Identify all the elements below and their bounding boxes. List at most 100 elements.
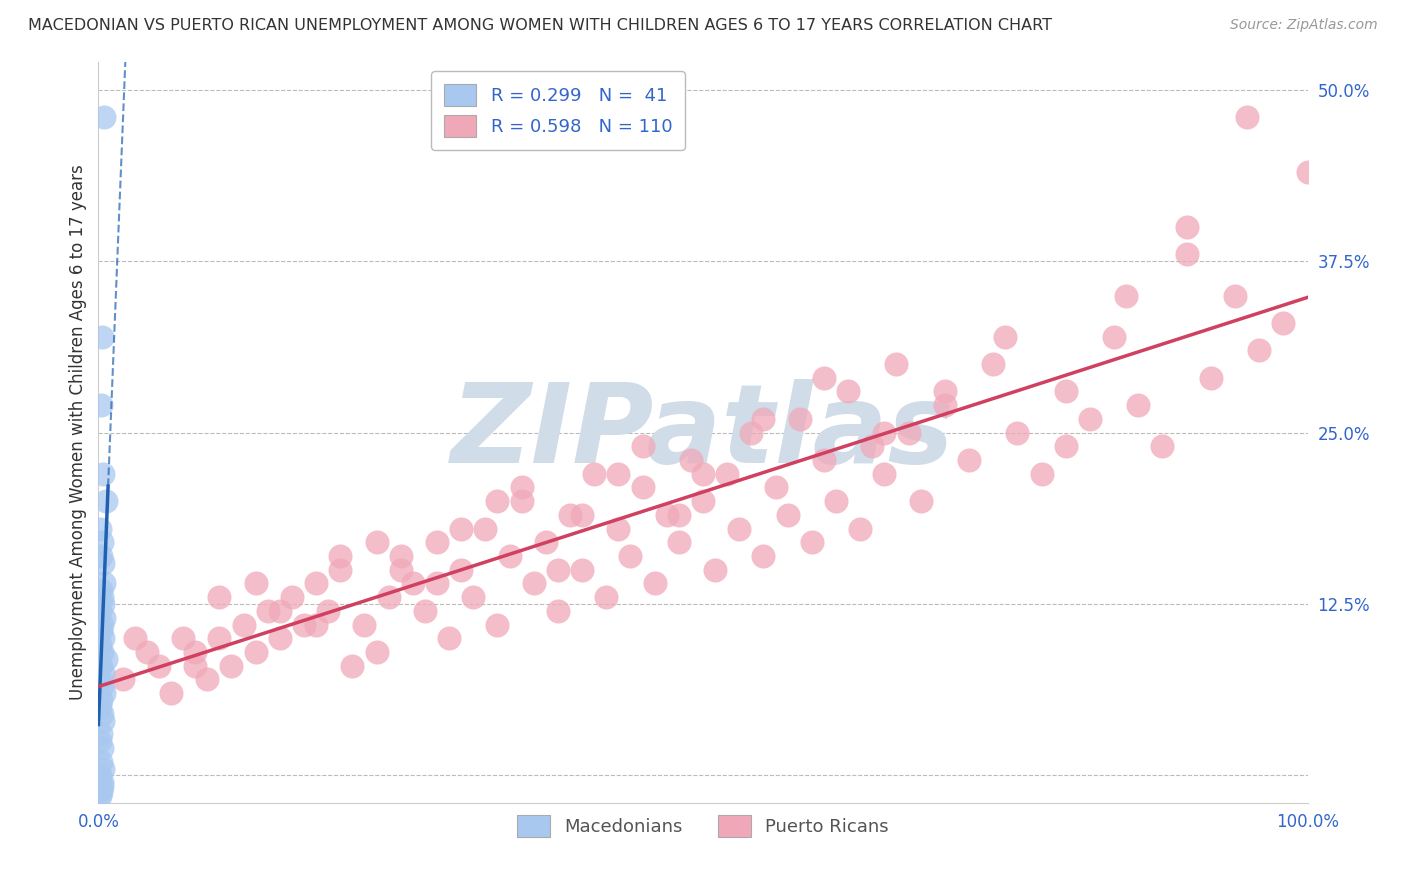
Puerto Ricans: [547, 604, 569, 618]
Macedonians: [89, 699, 111, 714]
Puerto Ricans: [692, 467, 714, 481]
Puerto Ricans: [148, 658, 170, 673]
Puerto Ricans: [910, 494, 932, 508]
Puerto Ricans: [342, 658, 364, 673]
Puerto Ricans: [752, 549, 775, 563]
Macedonians: [91, 329, 114, 343]
Puerto Ricans: [837, 384, 859, 399]
Puerto Ricans: [607, 522, 630, 536]
Puerto Ricans: [463, 590, 485, 604]
Puerto Ricans: [232, 617, 254, 632]
Macedonians: [89, 768, 111, 782]
Macedonians: [90, 727, 112, 741]
Puerto Ricans: [849, 522, 872, 536]
Macedonians: [91, 632, 114, 646]
Macedonians: [91, 706, 114, 721]
Puerto Ricans: [1175, 219, 1198, 234]
Puerto Ricans: [523, 576, 546, 591]
Macedonians: [93, 110, 115, 124]
Macedonians: [89, 734, 111, 748]
Macedonians: [91, 679, 114, 693]
Macedonians: [91, 617, 114, 632]
Puerto Ricans: [366, 535, 388, 549]
Puerto Ricans: [184, 645, 207, 659]
Puerto Ricans: [728, 522, 751, 536]
Puerto Ricans: [1223, 288, 1246, 302]
Puerto Ricans: [571, 508, 593, 522]
Puerto Ricans: [873, 467, 896, 481]
Puerto Ricans: [1054, 439, 1077, 453]
Text: MACEDONIAN VS PUERTO RICAN UNEMPLOYMENT AMONG WOMEN WITH CHILDREN AGES 6 TO 17 Y: MACEDONIAN VS PUERTO RICAN UNEMPLOYMENT …: [28, 18, 1052, 33]
Puerto Ricans: [256, 604, 278, 618]
Macedonians: [89, 522, 111, 536]
Puerto Ricans: [1007, 425, 1029, 440]
Puerto Ricans: [389, 549, 412, 563]
Macedonians: [90, 658, 112, 673]
Text: ZIPatlas: ZIPatlas: [451, 379, 955, 486]
Puerto Ricans: [208, 632, 231, 646]
Puerto Ricans: [292, 617, 315, 632]
Puerto Ricans: [534, 535, 557, 549]
Macedonians: [89, 673, 111, 687]
Puerto Ricans: [934, 398, 956, 412]
Macedonians: [91, 556, 114, 570]
Puerto Ricans: [245, 576, 267, 591]
Puerto Ricans: [281, 590, 304, 604]
Y-axis label: Unemployment Among Women with Children Ages 6 to 17 years: Unemployment Among Women with Children A…: [69, 165, 87, 700]
Puerto Ricans: [1199, 371, 1222, 385]
Puerto Ricans: [583, 467, 606, 481]
Macedonians: [91, 780, 114, 794]
Puerto Ricans: [195, 673, 218, 687]
Macedonians: [89, 638, 111, 652]
Puerto Ricans: [413, 604, 436, 618]
Macedonians: [90, 693, 112, 707]
Puerto Ricans: [644, 576, 666, 591]
Puerto Ricans: [752, 412, 775, 426]
Puerto Ricans: [329, 563, 352, 577]
Puerto Ricans: [1272, 316, 1295, 330]
Puerto Ricans: [1249, 343, 1271, 358]
Puerto Ricans: [619, 549, 641, 563]
Puerto Ricans: [450, 522, 472, 536]
Macedonians: [91, 714, 114, 728]
Puerto Ricans: [124, 632, 146, 646]
Macedonians: [93, 686, 115, 700]
Legend: Macedonians, Puerto Ricans: Macedonians, Puerto Ricans: [505, 802, 901, 849]
Puerto Ricans: [1115, 288, 1137, 302]
Macedonians: [90, 624, 112, 639]
Puerto Ricans: [366, 645, 388, 659]
Macedonians: [91, 645, 114, 659]
Puerto Ricans: [1054, 384, 1077, 399]
Puerto Ricans: [510, 480, 533, 494]
Puerto Ricans: [558, 508, 581, 522]
Macedonians: [93, 610, 115, 624]
Puerto Ricans: [437, 632, 460, 646]
Puerto Ricans: [692, 494, 714, 508]
Puerto Ricans: [1078, 412, 1101, 426]
Macedonians: [91, 590, 114, 604]
Puerto Ricans: [668, 535, 690, 549]
Puerto Ricans: [886, 357, 908, 371]
Macedonians: [91, 467, 114, 481]
Puerto Ricans: [245, 645, 267, 659]
Puerto Ricans: [1102, 329, 1125, 343]
Macedonians: [89, 789, 111, 803]
Puerto Ricans: [389, 563, 412, 577]
Puerto Ricans: [607, 467, 630, 481]
Puerto Ricans: [679, 453, 702, 467]
Puerto Ricans: [860, 439, 883, 453]
Puerto Ricans: [510, 494, 533, 508]
Puerto Ricans: [631, 439, 654, 453]
Puerto Ricans: [486, 617, 509, 632]
Puerto Ricans: [994, 329, 1017, 343]
Puerto Ricans: [353, 617, 375, 632]
Puerto Ricans: [221, 658, 243, 673]
Puerto Ricans: [377, 590, 399, 604]
Puerto Ricans: [800, 535, 823, 549]
Macedonians: [93, 576, 115, 591]
Puerto Ricans: [426, 576, 449, 591]
Puerto Ricans: [740, 425, 762, 440]
Puerto Ricans: [547, 563, 569, 577]
Puerto Ricans: [474, 522, 496, 536]
Puerto Ricans: [160, 686, 183, 700]
